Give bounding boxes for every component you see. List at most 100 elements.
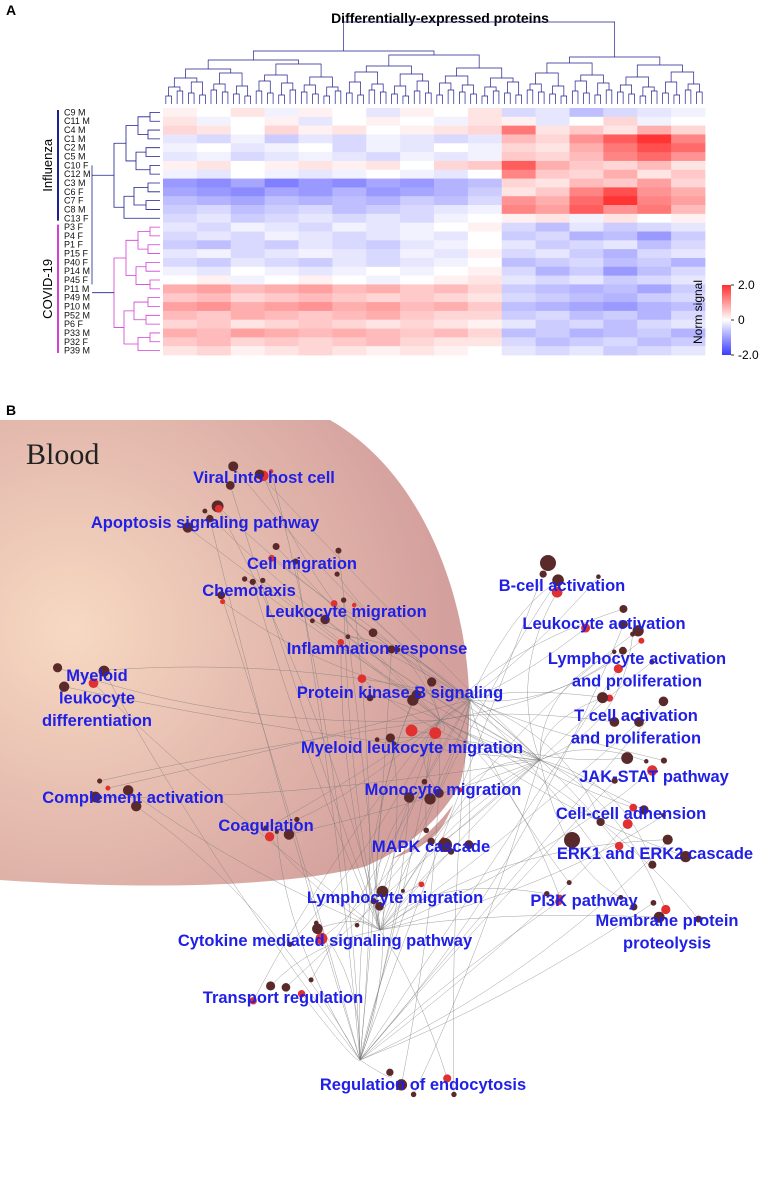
heatmap-cell — [569, 257, 604, 268]
heatmap-cell — [332, 213, 367, 224]
heatmap-cell — [467, 187, 503, 197]
dendro-branch — [481, 95, 488, 104]
heatmap-cell — [467, 302, 503, 312]
node — [368, 628, 378, 638]
node — [351, 602, 357, 608]
heatmap-cell — [467, 240, 503, 250]
heatmap-cell — [163, 249, 198, 259]
heatmap-cell — [298, 302, 333, 312]
node — [225, 480, 235, 490]
node — [632, 625, 644, 637]
heatmap-cell — [196, 134, 232, 144]
heatmap-cell — [535, 187, 570, 197]
heatmap-cell — [637, 196, 672, 206]
heatmap-cell — [603, 152, 638, 162]
heatmap-cell — [434, 319, 469, 329]
heatmap-cell — [637, 302, 672, 312]
heatmap-cell — [637, 143, 672, 153]
heatmap-cell — [501, 310, 537, 321]
node — [424, 793, 436, 805]
row-label: P49 M — [64, 293, 90, 303]
heatmap-cell — [366, 187, 401, 197]
node — [619, 620, 628, 629]
dendro-branch — [145, 261, 160, 272]
heatmap-cell — [332, 346, 367, 356]
heatmap-cell — [163, 213, 198, 224]
heatmap-cell — [501, 213, 537, 224]
dendro-branch — [560, 95, 568, 104]
heatmap-cell — [264, 319, 299, 329]
edge — [221, 595, 361, 1061]
heatmap-cell — [366, 328, 401, 338]
heatmap-cell — [637, 328, 672, 338]
heatmap-cell — [603, 143, 638, 153]
node — [434, 788, 444, 798]
cluster-label: Protein kinase B signaling — [297, 684, 503, 702]
node — [241, 576, 248, 582]
node — [611, 649, 617, 655]
heatmap-cell — [196, 187, 232, 197]
heatmap-cell — [671, 187, 706, 197]
dendro-branch — [459, 91, 466, 104]
heatmap-cell — [501, 302, 537, 312]
heatmap-cell — [637, 134, 672, 144]
node — [653, 911, 665, 923]
heatmap-cell — [569, 346, 604, 356]
heatmap-cell — [434, 249, 469, 259]
heatmap-cell — [671, 178, 706, 188]
heatmap-cell — [569, 240, 604, 250]
heatmap-cell — [603, 275, 638, 285]
heatmap-cell — [671, 240, 706, 250]
edge — [379, 737, 398, 931]
node — [658, 696, 669, 707]
node — [647, 765, 658, 776]
heatmap-cell — [196, 266, 232, 277]
node — [335, 547, 342, 554]
dendro-branch — [413, 90, 421, 104]
heatmap-cell — [467, 125, 503, 135]
node — [105, 785, 111, 791]
node — [661, 812, 666, 818]
heatmap-cell — [671, 302, 706, 312]
heatmap-cell — [400, 275, 435, 285]
dendro-branch — [300, 91, 308, 104]
dendro-branch — [571, 90, 579, 104]
heatmap-cell — [230, 337, 266, 347]
heatmap-cell — [196, 310, 232, 321]
heatmap-cell — [535, 231, 570, 241]
heatmap-cell — [230, 143, 266, 153]
group-label: Influenza — [40, 138, 55, 192]
dendro-branch — [334, 90, 342, 104]
edge — [539, 697, 603, 761]
node — [281, 983, 291, 992]
heatmap-cell — [501, 240, 537, 250]
node — [266, 981, 276, 991]
heatmap-cell — [230, 284, 266, 294]
cluster-label: Apoptosis signaling pathway — [91, 514, 320, 532]
dendro-branch — [436, 94, 443, 104]
heatmap-cell — [400, 108, 435, 118]
edge — [359, 797, 410, 1061]
edge — [359, 839, 670, 1061]
heatmap-cell — [671, 160, 706, 171]
heatmap-cell — [332, 125, 367, 135]
cluster-label: Regulation of endocytosis — [320, 1076, 526, 1094]
edge — [379, 914, 660, 931]
heatmap-cell — [264, 249, 299, 259]
node — [650, 899, 657, 906]
edge — [425, 719, 441, 831]
heatmap-cell — [298, 205, 333, 215]
edge — [379, 580, 559, 931]
heatmap-cell — [400, 196, 435, 206]
cluster-label: and proliferation — [571, 730, 701, 748]
heatmap-cell — [501, 108, 537, 118]
node — [395, 646, 401, 653]
colorbar: 2.0 0 -2.0 Norm signal — [691, 278, 759, 362]
heatmap-cell — [332, 116, 367, 127]
heatmap-cell — [637, 346, 672, 356]
heatmap-cell — [196, 257, 232, 268]
heatmap-cell — [535, 346, 570, 356]
row-label: P52 M — [64, 310, 90, 320]
heatmap-cell — [434, 275, 469, 285]
